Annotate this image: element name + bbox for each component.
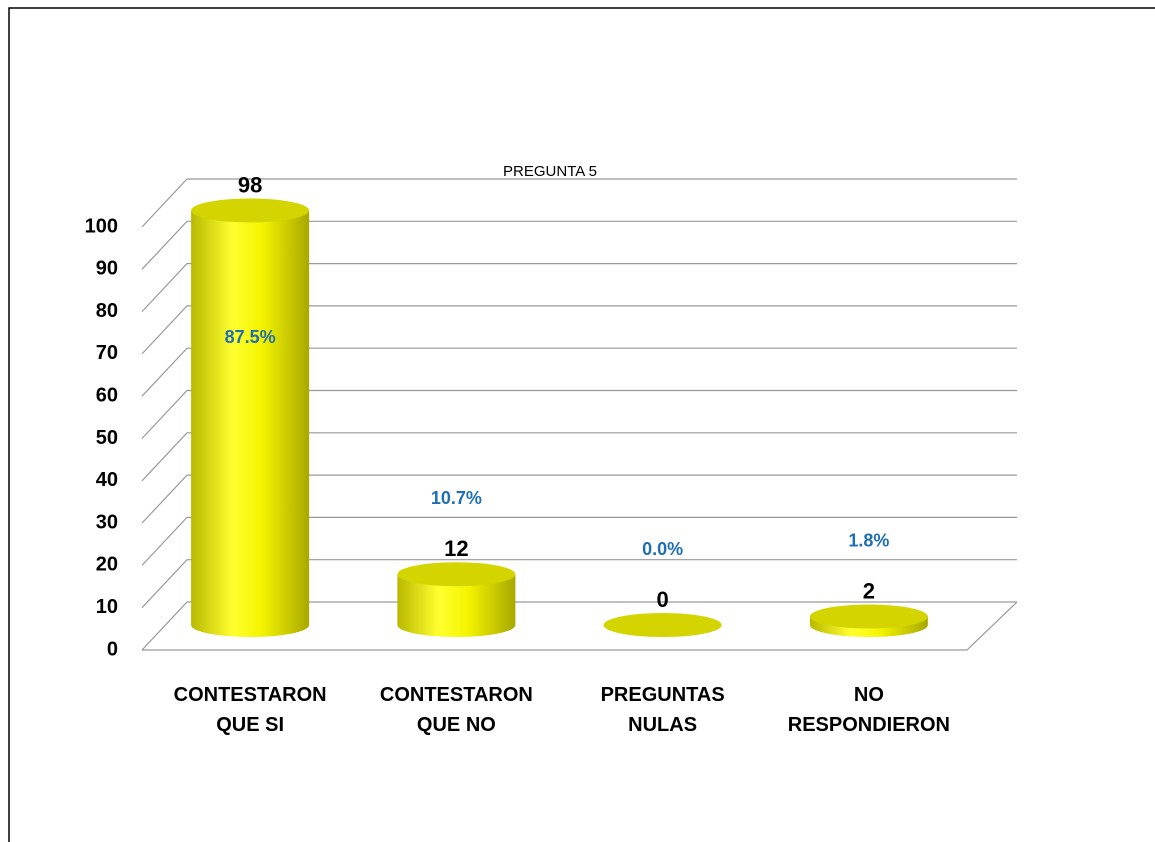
x-tick-label: CONTESTARON QUE SI: [173, 684, 327, 736]
grid-line: [141, 432, 1017, 482]
value-label: 98: [238, 172, 262, 197]
bar: [397, 574, 516, 637]
percentage-label: 87.5%: [225, 327, 276, 347]
y-tick-label: 20: [96, 554, 118, 576]
floor: [142, 601, 1018, 651]
grid-line: [141, 347, 1017, 397]
percentage-label: 0.0%: [642, 539, 683, 559]
grid-line: [141, 389, 1017, 439]
grid-line: [141, 559, 1017, 609]
x-tick-label: PREGUNTAS NULAS: [600, 684, 725, 736]
y-tick-label: 0: [107, 638, 118, 660]
grid-line: [141, 220, 1017, 270]
y-tick-label: 70: [96, 342, 118, 364]
bar: [191, 210, 310, 637]
percentage-label: 1.8%: [848, 530, 889, 550]
value-label: 0: [657, 587, 669, 612]
bar-top: [603, 613, 722, 637]
y-tick-label: 30: [96, 511, 118, 533]
grid-line: [141, 601, 1017, 651]
grid-line: [141, 516, 1017, 566]
grid-line: [141, 263, 1017, 313]
grid-line: [141, 178, 1017, 228]
y-tick-label: 80: [96, 300, 118, 322]
x-tick-label: CONTESTARON QUE NO: [379, 684, 533, 736]
y-tick-label: 90: [96, 258, 118, 280]
y-tick-label: 40: [96, 469, 118, 491]
percentage-label: 10.7%: [431, 488, 482, 508]
grid-line: [141, 305, 1017, 355]
y-tick-label: 10: [96, 596, 118, 618]
value-label: 12: [444, 536, 468, 561]
bar-top: [809, 604, 928, 629]
value-label: 2: [863, 578, 875, 603]
y-tick-label: 50: [96, 427, 118, 449]
bar-top: [191, 198, 310, 223]
bar-top: [397, 562, 516, 587]
y-tick-label: 60: [96, 384, 118, 406]
frame: [8, 7, 1155, 842]
x-tick-label: NO RESPONDIERON: [787, 684, 950, 736]
chart-title: PREGUNTA 5: [503, 163, 597, 180]
y-tick-label: 100: [85, 215, 118, 237]
grid-line: [141, 474, 1017, 524]
